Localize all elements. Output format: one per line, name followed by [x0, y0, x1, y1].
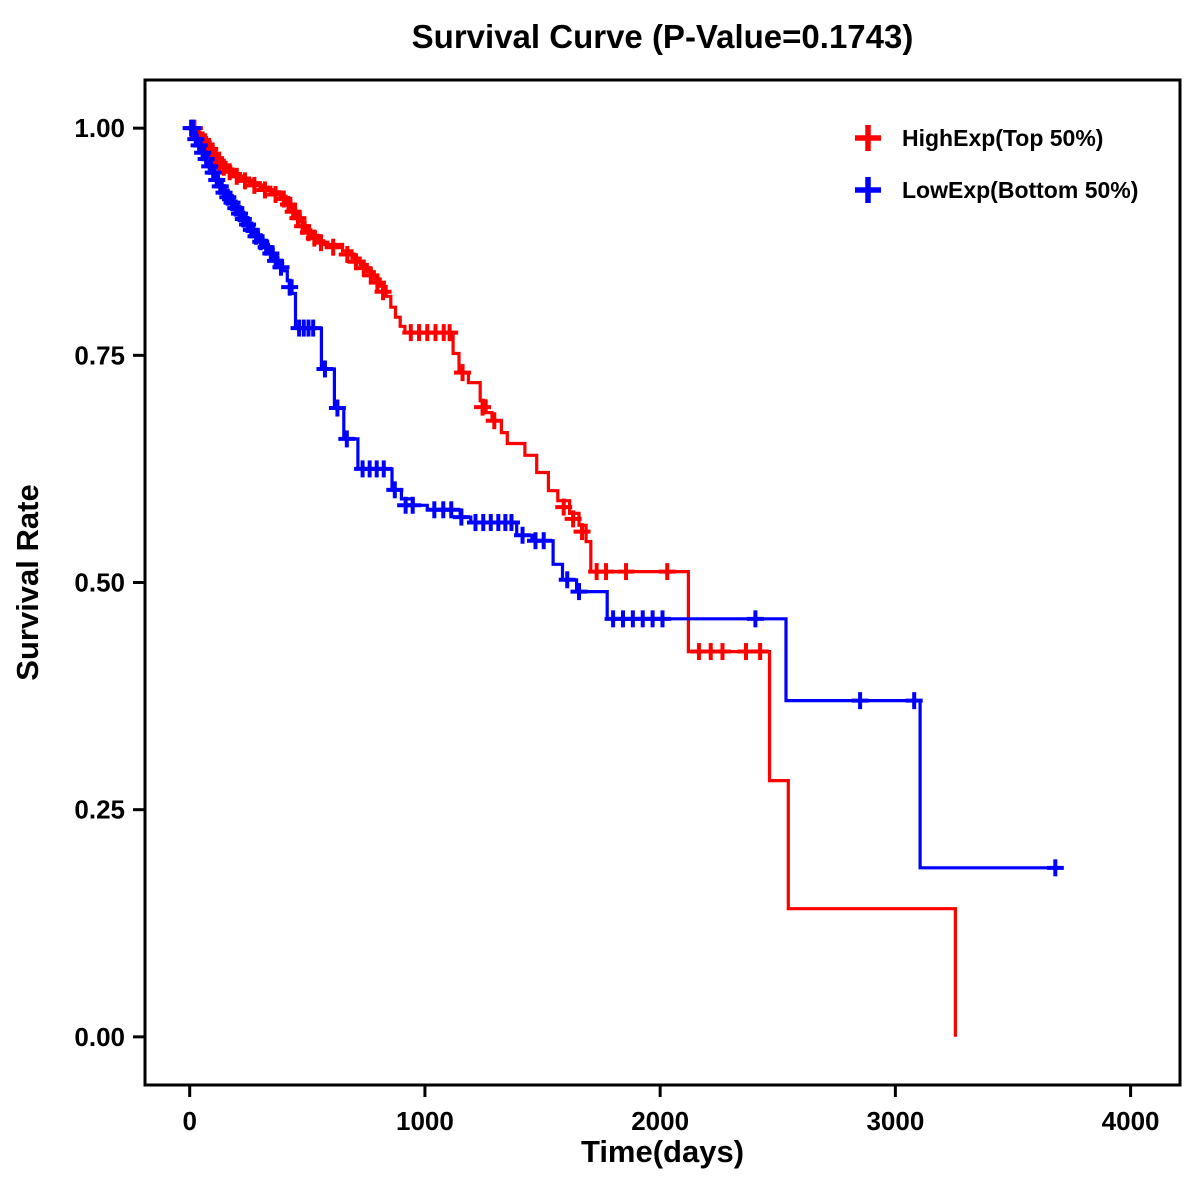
- y-tick-label: 1.00: [74, 113, 125, 143]
- chart-title: Survival Curve (P-Value=0.1743): [412, 18, 914, 55]
- x-tick-label: 4000: [1102, 1106, 1160, 1136]
- x-tick-label: 3000: [866, 1106, 924, 1136]
- y-tick-label: 0.25: [74, 795, 125, 825]
- legend-label: LowExp(Bottom 50%): [902, 177, 1138, 203]
- legend-label: HighExp(Top 50%): [902, 125, 1103, 151]
- x-axis-label: Time(days): [581, 1134, 744, 1169]
- x-tick-label: 2000: [631, 1106, 689, 1136]
- y-tick-label: 0.50: [74, 568, 125, 598]
- y-tick-label: 0.75: [74, 340, 125, 370]
- survival-curve-series-0: [189, 126, 957, 1037]
- y-tick-label: 0.00: [74, 1022, 125, 1052]
- x-tick-label: 1000: [396, 1106, 454, 1136]
- x-tick-label: 0: [182, 1106, 196, 1136]
- y-axis-label: Survival Rate: [10, 484, 45, 680]
